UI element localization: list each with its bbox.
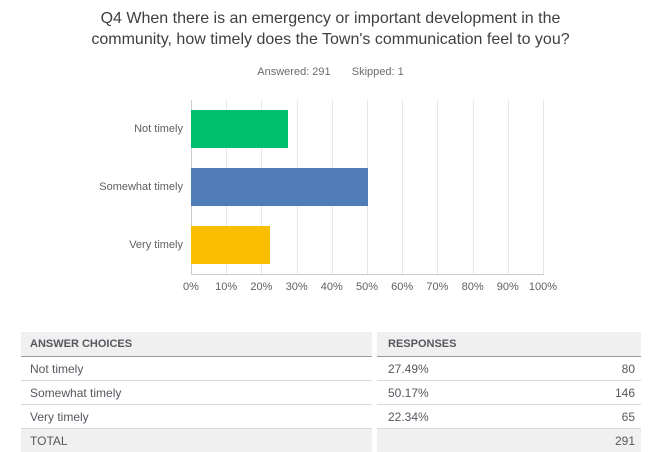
x-tick-label: 10%: [215, 281, 238, 293]
x-tick-label: 0%: [183, 281, 199, 293]
x-tick-label: 20%: [250, 281, 273, 293]
category-axis-labels: Not timely Somewhat timely Very timely: [0, 100, 183, 274]
gridline-80%: [472, 100, 474, 274]
skipped-count: Skipped: 1: [351, 66, 404, 78]
table-row: Not timely 27.49% 80: [21, 357, 641, 381]
x-axis-line: [191, 274, 544, 275]
gridline-70%: [437, 100, 439, 274]
answer-choice-cell: Not timely: [21, 357, 372, 381]
question-title: Q4 When there is an emergency or importa…: [30, 8, 631, 50]
responses-header: RESPONSES: [377, 332, 641, 357]
answer-choice-cell: Very timely: [21, 405, 372, 429]
bar-row: [191, 158, 543, 216]
response-count: 80: [621, 361, 635, 376]
responses-cell: 50.17% 146: [377, 381, 641, 405]
table-header-row: ANSWER CHOICES RESPONSES: [21, 332, 641, 357]
response-count: 65: [621, 409, 635, 424]
bar-chart: Not timely Somewhat timely Very timely 0% 1…: [0, 100, 661, 295]
answer-choice-cell: Somewhat timely: [21, 381, 372, 405]
x-tick-label: 60%: [391, 281, 414, 293]
x-tick-label: 90%: [496, 281, 519, 293]
results-table: ANSWER CHOICES RESPONSES Not timely 27.49…: [21, 332, 641, 452]
table-total-row: TOTAL 291: [21, 429, 641, 452]
total-label-cell: TOTAL: [21, 429, 372, 452]
x-tick-label: 70%: [426, 281, 449, 293]
response-percent: 50.17%: [388, 385, 429, 400]
x-tick-label: 40%: [320, 281, 343, 293]
category-label: Not timely: [134, 123, 183, 135]
bar-somewhat-timely[interactable]: [191, 168, 368, 206]
x-tick-label: 100%: [528, 281, 558, 293]
response-percent: 27.49%: [388, 361, 429, 376]
responses-cell: 22.34% 65: [377, 405, 641, 429]
answer-choices-header: ANSWER CHOICES: [21, 332, 372, 357]
response-meta: Answered: 291 Skipped: 1: [0, 66, 661, 78]
bar-row: [191, 100, 543, 158]
table-row: Very timely 22.34% 65: [21, 405, 641, 429]
bar-not-timely[interactable]: [191, 110, 288, 148]
category-label: Very timely: [129, 239, 183, 251]
bar-very-timely[interactable]: [191, 226, 270, 264]
question-title-line1: Q4 When there is an emergency or importa…: [100, 10, 561, 27]
answered-count: Answered: 291: [257, 66, 331, 78]
gridline-90%: [507, 100, 509, 274]
responses-cell: 291: [377, 429, 641, 452]
category-label: Somewhat timely: [99, 181, 183, 193]
table-row: Somewhat timely 50.17% 146: [21, 381, 641, 405]
response-count: 146: [614, 385, 635, 400]
gridline-100%: [543, 100, 544, 274]
x-tick-label: 50%: [355, 281, 379, 293]
x-tick-label: 30%: [285, 281, 308, 293]
bar-row: [191, 216, 543, 274]
response-percent: 22.34%: [388, 409, 429, 424]
x-tick-label: 80%: [461, 281, 484, 293]
gridline-60%: [402, 100, 404, 274]
question-title-line2: community, how timely does the Town's co…: [91, 31, 570, 48]
response-count: 291: [614, 433, 635, 448]
chart-plot-area: [191, 100, 544, 274]
responses-cell: 27.49% 80: [377, 357, 641, 381]
